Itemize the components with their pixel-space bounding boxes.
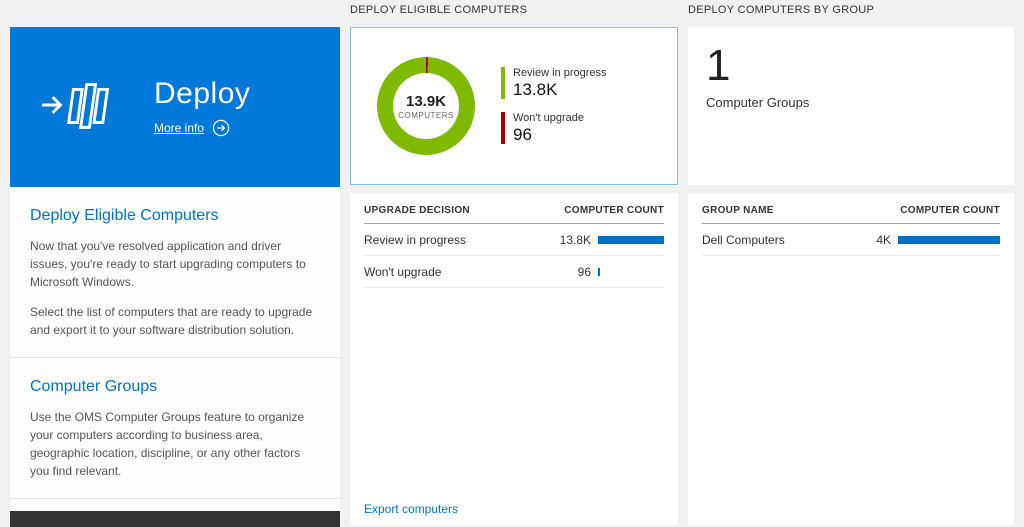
row-value: 4K: [876, 233, 891, 247]
legend-value: 96: [513, 125, 532, 144]
computer-groups-summary-card[interactable]: 1 Computer Groups: [688, 27, 1014, 185]
legend-label: Won't upgrade: [513, 112, 585, 124]
donut-legend: Review in progress 13.8K Won't upgrade 9…: [501, 67, 607, 145]
row-bar: [598, 236, 664, 244]
left-description-panel: Deploy Eligible Computers Now that you'v…: [10, 187, 340, 511]
donut-center-label: COMPUTERS: [398, 110, 454, 120]
row-label: Review in progress: [364, 233, 467, 247]
table-row[interactable]: Dell Computers 4K: [702, 224, 1000, 256]
section-paragraph: Now that you've resolved application and…: [30, 239, 306, 289]
section-heading: Computer Groups: [30, 378, 158, 395]
donut-center: 13.9K COMPUTERS: [393, 73, 459, 139]
group-count-label: Computer Groups: [706, 95, 810, 111]
donut-center-value: 13.9K: [405, 92, 447, 110]
computer-groups-table: GROUP NAME COMPUTER COUNT Dell Computers…: [688, 193, 1014, 525]
right-column-header: DEPLOY COMPUTERS BY GROUP: [688, 4, 875, 16]
row-label: Won't upgrade: [364, 265, 442, 279]
middle-column-header: DEPLOY ELIGIBLE COMPUTERS: [350, 4, 528, 16]
eligible-computers-donut-card[interactable]: 13.9K COMPUTERS Review in progress 13.8K…: [350, 27, 678, 185]
section-paragraph: Select the list of computers that are re…: [30, 305, 313, 337]
more-info-arrow-icon[interactable]: [212, 119, 230, 137]
group-count-value: 1: [706, 41, 731, 90]
table-header-row: GROUP NAME COMPUTER COUNT: [702, 193, 1000, 224]
legend-value: 13.8K: [513, 80, 558, 99]
section-heading: Deploy Eligible Computers: [30, 207, 219, 224]
legend-item-wont-upgrade: Won't upgrade 96: [501, 112, 607, 145]
column-header-computer-count: COMPUTER COUNT: [564, 205, 664, 216]
table-row[interactable]: Review in progress 13.8K: [364, 224, 664, 256]
legend-item-review-in-progress: Review in progress 13.8K: [501, 67, 607, 100]
row-label: Dell Computers: [702, 233, 785, 247]
section-divider: [10, 498, 340, 499]
column-header-computer-count: COMPUTER COUNT: [900, 205, 1000, 216]
column-header-group-name: GROUP NAME: [702, 205, 774, 216]
more-info-link[interactable]: More info: [154, 121, 205, 135]
section-paragraph: Use the OMS Computer Groups feature to o…: [30, 410, 305, 478]
deploy-tile[interactable]: Deploy More info: [10, 27, 340, 187]
row-value: 13.8K: [559, 233, 591, 247]
column-header-upgrade-decision: UPGRADE DECISION: [364, 205, 470, 216]
table-header-row: UPGRADE DECISION COMPUTER COUNT: [364, 193, 664, 224]
table-row[interactable]: Won't upgrade 96: [364, 256, 664, 288]
donut-chart: 13.9K COMPUTERS: [377, 57, 475, 155]
section-computer-groups: Computer Groups Use the OMS Computer Gro…: [10, 357, 340, 498]
row-bar: [898, 236, 1000, 244]
legend-swatch-red: [501, 112, 505, 144]
deploy-icon: [40, 77, 112, 138]
legend-swatch-green: [501, 67, 505, 99]
export-computers-link[interactable]: Export computers: [364, 502, 459, 516]
left-bottom-bar: [10, 511, 340, 527]
row-bar: [598, 268, 600, 276]
upgrade-decision-table: UPGRADE DECISION COMPUTER COUNT Review i…: [350, 193, 678, 525]
tile-title: Deploy: [154, 77, 251, 110]
section-deploy-eligible-computers: Deploy Eligible Computers Now that you'v…: [10, 187, 340, 357]
row-value: 96: [577, 265, 591, 279]
legend-label: Review in progress: [513, 67, 607, 79]
